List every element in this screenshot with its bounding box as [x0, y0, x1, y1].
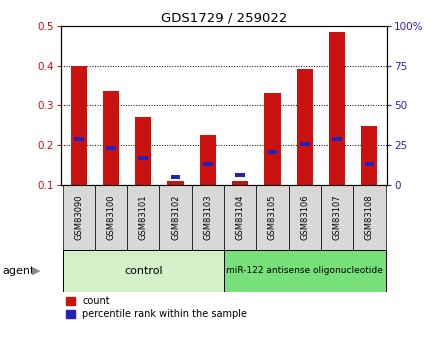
- Bar: [70, 66, 86, 185]
- Bar: [138, 156, 148, 160]
- Text: control: control: [124, 266, 162, 276]
- Bar: [191, 185, 224, 250]
- Bar: [256, 185, 288, 250]
- Bar: [232, 181, 248, 185]
- Bar: [235, 172, 244, 177]
- Bar: [224, 250, 385, 292]
- Bar: [170, 176, 180, 179]
- Text: GSM83107: GSM83107: [332, 195, 341, 240]
- Bar: [127, 185, 159, 250]
- Legend: count, percentile rank within the sample: count, percentile rank within the sample: [66, 296, 247, 319]
- Bar: [267, 150, 277, 154]
- Bar: [361, 126, 377, 185]
- Bar: [103, 91, 119, 185]
- Bar: [364, 161, 373, 166]
- Bar: [62, 185, 95, 250]
- Bar: [328, 32, 344, 185]
- Bar: [296, 69, 312, 185]
- Bar: [199, 135, 215, 185]
- Bar: [106, 146, 115, 150]
- Text: GSM83101: GSM83101: [138, 195, 148, 240]
- Bar: [62, 250, 224, 292]
- Text: miR-122 antisense oligonucleotide: miR-122 antisense oligonucleotide: [226, 266, 382, 275]
- Text: GSM83108: GSM83108: [364, 195, 373, 240]
- Bar: [352, 185, 385, 250]
- Bar: [264, 93, 280, 185]
- Bar: [332, 137, 341, 141]
- Text: GSM83102: GSM83102: [171, 195, 180, 240]
- Text: GSM83106: GSM83106: [299, 195, 309, 240]
- Bar: [320, 185, 352, 250]
- Bar: [135, 117, 151, 185]
- Bar: [74, 137, 83, 141]
- Bar: [167, 181, 183, 185]
- Text: GSM83103: GSM83103: [203, 195, 212, 240]
- Title: GDS1729 / 259022: GDS1729 / 259022: [161, 12, 286, 25]
- Text: GSM83104: GSM83104: [235, 195, 244, 240]
- Text: agent: agent: [2, 266, 34, 276]
- Bar: [159, 185, 191, 250]
- Bar: [299, 142, 309, 146]
- Text: GSM83105: GSM83105: [267, 195, 276, 240]
- Text: GSM83100: GSM83100: [106, 195, 115, 240]
- Text: ▶: ▶: [32, 266, 40, 276]
- Text: GSM83090: GSM83090: [74, 195, 83, 240]
- Bar: [224, 185, 256, 250]
- Bar: [288, 185, 320, 250]
- Bar: [203, 161, 212, 166]
- Bar: [95, 185, 127, 250]
